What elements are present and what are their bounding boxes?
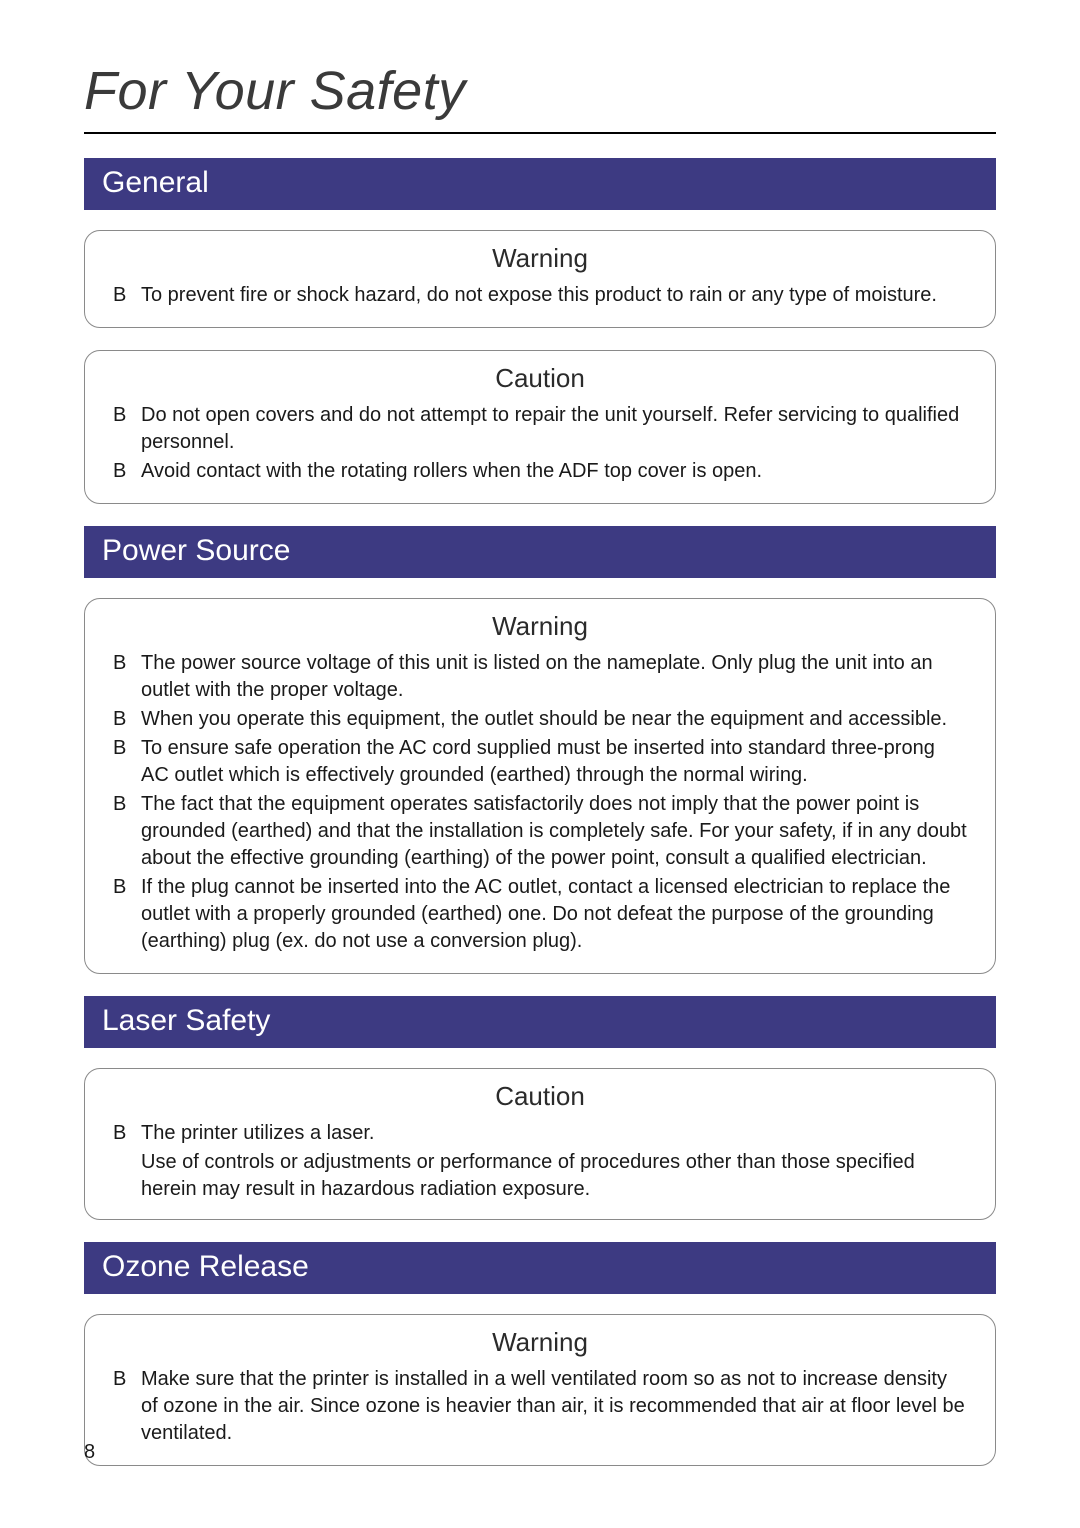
bullet-list: The printer utilizes a laser. [113, 1120, 967, 1147]
warning-box-general: Warning To prevent fire or shock hazard,… [84, 230, 996, 328]
bullet-list: Do not open covers and do not attempt to… [113, 402, 967, 485]
notice-title-caution: Caution [113, 363, 967, 394]
section-header-ozone-release: Ozone Release [84, 1242, 996, 1294]
section-header-laser-safety: Laser Safety [84, 996, 996, 1048]
list-item: Do not open covers and do not attempt to… [113, 402, 967, 456]
list-item: The printer utilizes a laser. [113, 1120, 967, 1147]
sub-text: Use of controls or adjustments or perfor… [113, 1149, 967, 1203]
bullet-list: Make sure that the printer is installed … [113, 1366, 967, 1447]
list-item: The power source voltage of this unit is… [113, 650, 967, 704]
list-item: To prevent fire or shock hazard, do not … [113, 282, 967, 309]
caution-box-laser-safety: Caution The printer utilizes a laser. Us… [84, 1068, 996, 1220]
page-number: 8 [84, 1441, 95, 1464]
section-header-power-source: Power Source [84, 526, 996, 578]
notice-title-warning: Warning [113, 1327, 967, 1358]
list-item: Avoid contact with the rotating rollers … [113, 458, 967, 485]
bullet-list: To prevent fire or shock hazard, do not … [113, 282, 967, 309]
page-title: For Your Safety [84, 60, 996, 134]
section-header-general: General [84, 158, 996, 210]
document-page: For Your Safety General Warning To preve… [0, 0, 1080, 1528]
notice-title-warning: Warning [113, 243, 967, 274]
bullet-list: The power source voltage of this unit is… [113, 650, 967, 955]
notice-title-caution: Caution [113, 1081, 967, 1112]
list-item: If the plug cannot be inserted into the … [113, 874, 967, 955]
warning-box-ozone-release: Warning Make sure that the printer is in… [84, 1314, 996, 1466]
list-item: When you operate this equipment, the out… [113, 706, 967, 733]
notice-title-warning: Warning [113, 611, 967, 642]
caution-box-general: Caution Do not open covers and do not at… [84, 350, 996, 504]
list-item: To ensure safe operation the AC cord sup… [113, 735, 967, 789]
warning-box-power-source: Warning The power source voltage of this… [84, 598, 996, 974]
list-item: The fact that the equipment operates sat… [113, 791, 967, 872]
list-item: Make sure that the printer is installed … [113, 1366, 967, 1447]
